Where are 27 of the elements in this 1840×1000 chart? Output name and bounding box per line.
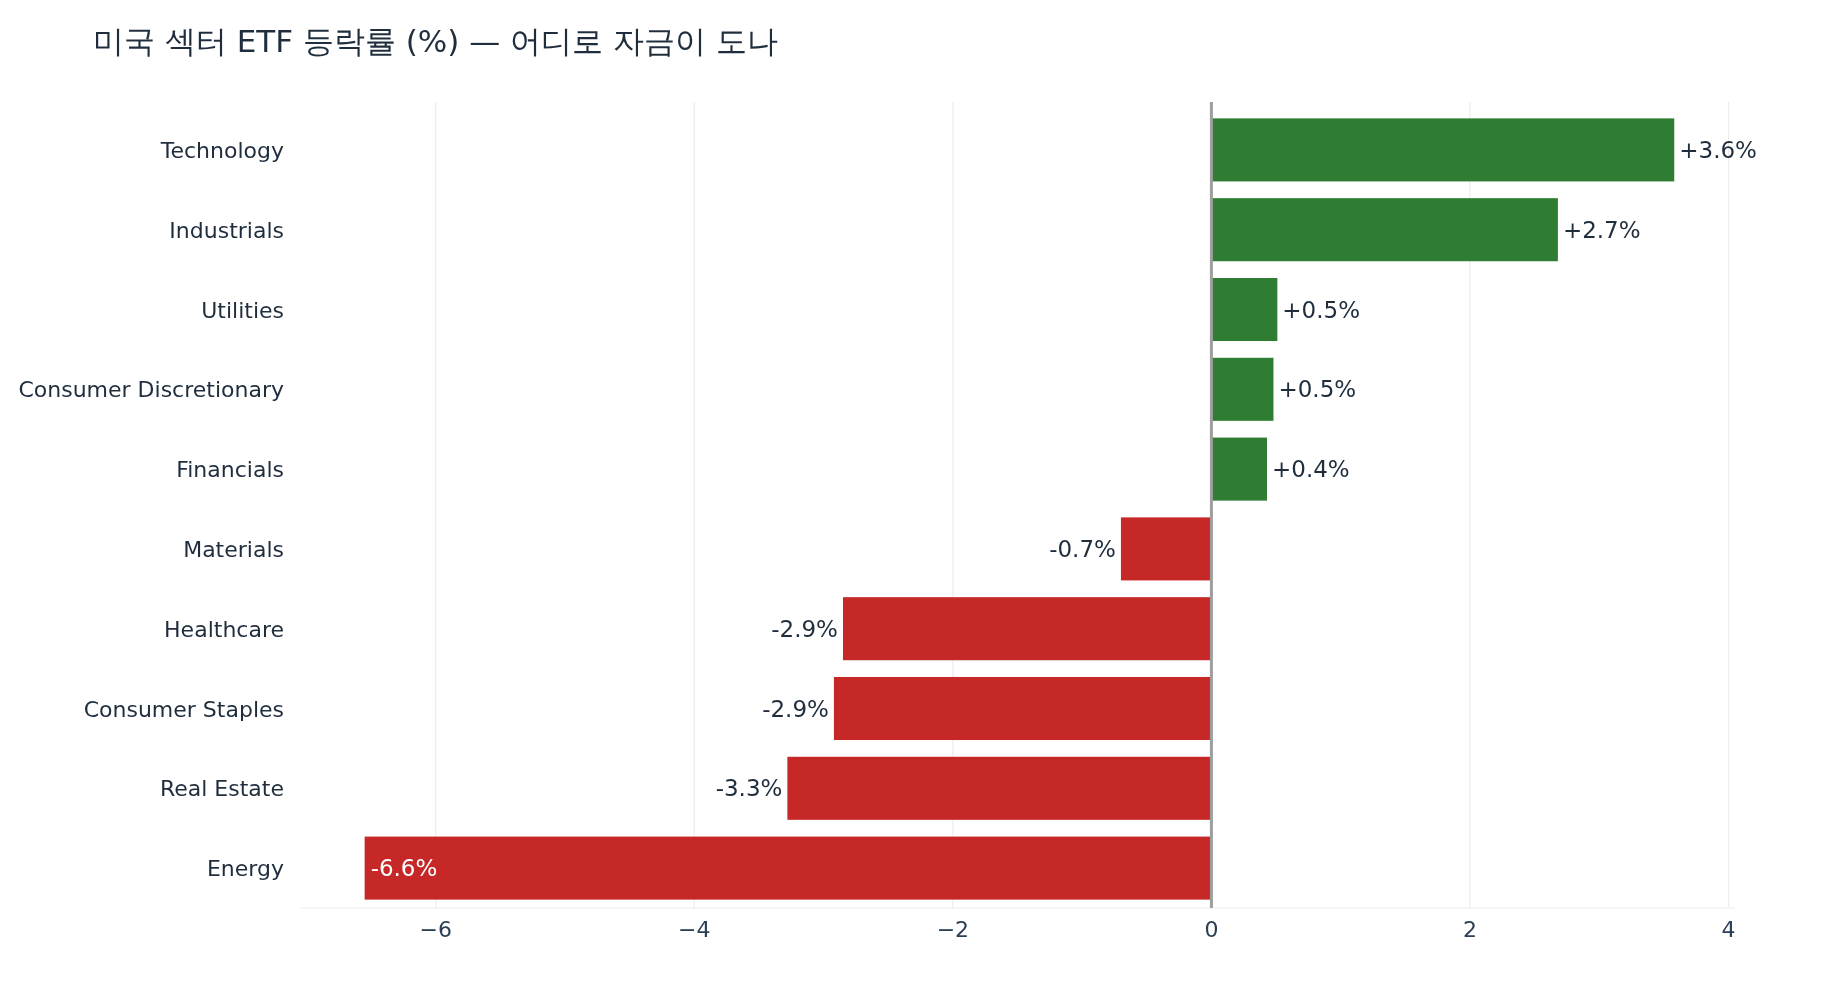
data-label: +3.6% xyxy=(1679,136,1757,163)
y-tick-label: Materials xyxy=(183,536,284,562)
y-tick-label: Utilities xyxy=(201,297,284,323)
data-label: +0.5% xyxy=(1282,296,1361,323)
data-label: -3.3% xyxy=(715,775,783,802)
data-label: -2.9% xyxy=(762,695,829,722)
data-label: -6.6% xyxy=(370,855,438,882)
data-label: +2.7% xyxy=(1562,216,1641,243)
data-label: -2.9% xyxy=(771,615,838,642)
y-tick-label: Energy xyxy=(206,856,284,882)
data-label: +0.4% xyxy=(1272,456,1350,483)
x-tick-label: −6 xyxy=(419,917,452,942)
data-label: -0.7% xyxy=(1049,535,1116,562)
y-tick-label: Healthcare xyxy=(164,616,284,642)
x-tick-label: −2 xyxy=(936,917,970,942)
y-tick-label: Consumer Discretionary xyxy=(18,377,284,403)
y-tick-label: Real Estate xyxy=(159,776,284,802)
x-tick-label: −4 xyxy=(678,917,711,942)
y-tick-label: Technology xyxy=(159,137,284,163)
y-tick-label: Financials xyxy=(176,457,284,483)
y-tick-label: Consumer Staples xyxy=(83,696,284,722)
x-tick-label: 2 xyxy=(1462,917,1477,942)
chart-title: 미국 섹터 ETF 등락률 (%) — 어디로 자금이 도나 xyxy=(93,23,778,59)
x-tick-label: 4 xyxy=(1721,917,1736,942)
x-tick-label: 0 xyxy=(1204,917,1219,942)
data-label: +0.5% xyxy=(1278,376,1357,403)
y-tick-label: Industrials xyxy=(169,217,284,243)
